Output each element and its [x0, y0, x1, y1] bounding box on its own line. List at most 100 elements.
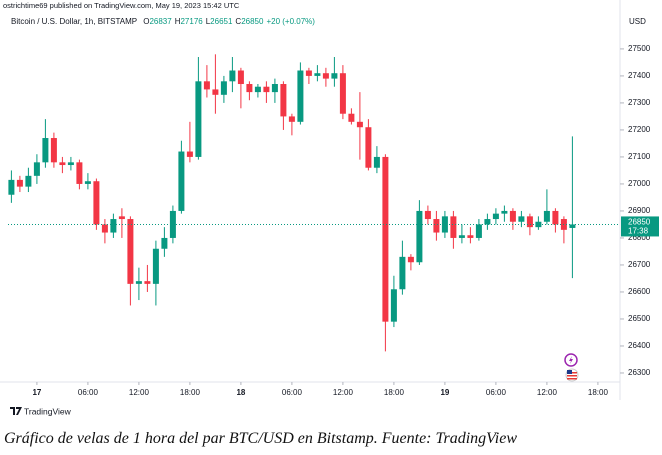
y-tick-label: 27300 — [628, 98, 651, 107]
candle-body — [390, 289, 397, 322]
x-tick-label: 17 — [32, 388, 41, 397]
x-tick-label: 12:00 — [537, 388, 558, 397]
candle-body — [220, 81, 227, 95]
candle-body — [526, 216, 533, 228]
x-tick-label: 12:00 — [333, 388, 354, 397]
candle-body — [101, 224, 108, 233]
last-price: 26850 — [628, 218, 651, 227]
candle-body — [501, 210, 508, 214]
candle-body — [212, 89, 219, 95]
x-tick-label: 18:00 — [180, 388, 201, 397]
candle-body — [152, 248, 159, 284]
candle-body — [484, 219, 491, 225]
ohlc-letter: O — [143, 17, 149, 26]
candle-body — [441, 216, 448, 233]
candle-body — [475, 224, 482, 238]
candle-body — [509, 210, 516, 222]
y-tick-label: 27400 — [628, 71, 651, 80]
candle-body — [161, 237, 168, 249]
candle-body — [424, 210, 431, 220]
candle-body — [237, 70, 244, 85]
x-tick-label: 06:00 — [78, 388, 99, 397]
x-tick-label: 12:00 — [129, 388, 150, 397]
candle-body — [229, 70, 236, 82]
candle-body — [59, 162, 66, 166]
candle-body — [492, 213, 499, 220]
candle-body — [169, 210, 176, 238]
y-tick-label: 27100 — [628, 152, 651, 161]
candle-body — [458, 235, 465, 238]
candle-body — [195, 81, 202, 157]
y-tick-label: 26700 — [628, 260, 651, 269]
y-tick-label: 26800 — [628, 233, 651, 242]
x-tick-label: 06:00 — [282, 388, 303, 397]
candle-body — [110, 219, 117, 233]
candle-body — [382, 156, 389, 322]
candle-body — [399, 256, 406, 290]
countdown: 17:38 — [628, 227, 649, 236]
y-tick-label: 26400 — [628, 341, 651, 350]
candle-body — [535, 221, 542, 228]
flag-icon — [565, 368, 579, 382]
candle-body — [135, 281, 142, 284]
y-tick-label: 27500 — [628, 44, 651, 53]
x-tick-label: 18 — [236, 388, 245, 397]
y-tick-label: 27200 — [628, 125, 651, 134]
candle-body — [356, 121, 363, 128]
candle-body — [186, 151, 193, 157]
ohlc-value: 27176 — [180, 17, 203, 26]
candle-body — [467, 235, 474, 238]
candle-body — [144, 281, 151, 284]
x-tick-label: 06:00 — [486, 388, 507, 397]
candle-body — [33, 162, 40, 176]
x-tick-label: 18:00 — [588, 388, 609, 397]
candle-body — [8, 179, 15, 195]
currency: USD — [629, 17, 646, 26]
candle-body — [322, 73, 329, 79]
candle-body — [543, 210, 550, 222]
candle-body — [552, 210, 559, 225]
candle-body — [178, 151, 185, 211]
x-tick-label: 18:00 — [384, 388, 405, 397]
candle-body — [288, 116, 295, 122]
logo-mark — [10, 407, 22, 415]
y-tick-label: 26500 — [628, 314, 651, 323]
candle-body — [280, 84, 287, 117]
candle-body — [263, 86, 270, 93]
candle-body — [433, 219, 440, 233]
candle-body — [127, 219, 134, 284]
symbol: Bitcoin / U.S. Dollar, 1h, BITSTAMP — [11, 17, 137, 26]
ohlc-letter: L — [206, 17, 211, 26]
y-tick-label: 26900 — [628, 206, 651, 215]
candle-body — [25, 175, 32, 187]
candle-body — [450, 216, 457, 238]
candle-body — [339, 73, 346, 114]
candle-body — [518, 216, 525, 222]
ohlc-value: 26850 — [241, 17, 264, 26]
event-icon — [564, 353, 578, 367]
x-tick-label: 19 — [440, 388, 449, 397]
candle-body — [254, 86, 261, 93]
published: ostrichtime69 published on TradingView.c… — [3, 1, 240, 10]
candle-body — [203, 81, 210, 90]
candle-body — [67, 162, 74, 166]
candle-body — [76, 162, 83, 184]
y-tick-label: 26300 — [628, 368, 651, 377]
candle-body — [305, 70, 312, 76]
candle-body — [569, 224, 576, 228]
candle-body — [118, 216, 125, 220]
candle-body — [16, 179, 23, 187]
candle-body — [416, 210, 423, 263]
candle-body — [365, 127, 372, 168]
candle-body — [407, 256, 414, 263]
ohlc-value: 26651 — [210, 17, 233, 26]
symbol-header: Bitcoin / U.S. Dollar, 1h, BITSTAMP O 268… — [11, 17, 315, 26]
y-tick-label: 27000 — [628, 179, 651, 188]
candle-body — [84, 181, 91, 184]
candle-body — [314, 73, 321, 76]
candle-body — [50, 138, 57, 163]
caption: Gráfico de velas de 1 hora del par BTC/U… — [4, 430, 517, 447]
candle-body — [271, 84, 278, 93]
y-tick-label: 26600 — [628, 287, 651, 296]
